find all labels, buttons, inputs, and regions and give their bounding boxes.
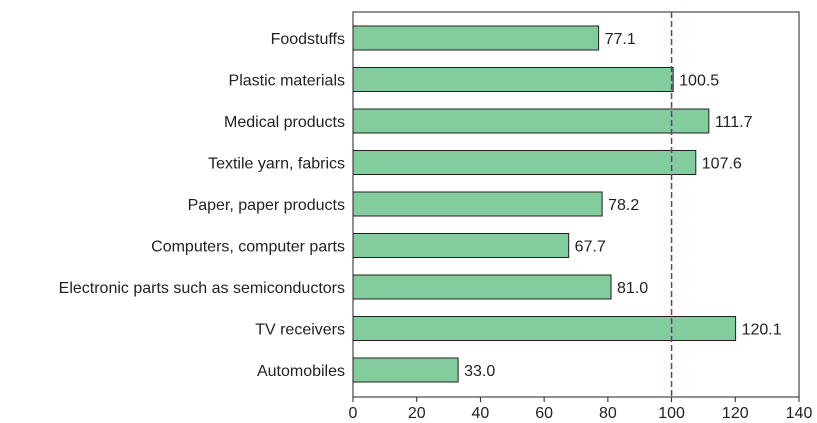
category-label: Computers, computer parts [151, 239, 345, 256]
category-label: Foodstuffs [271, 31, 345, 48]
category-label: TV receivers [255, 322, 345, 339]
category-label: Paper, paper products [188, 197, 345, 214]
x-tick-label: 40 [472, 405, 490, 422]
value-label: 67.7 [575, 239, 606, 256]
category-label: Automobiles [257, 363, 345, 380]
value-label: 33.0 [464, 363, 495, 380]
bar [352, 191, 603, 217]
value-label: 78.2 [608, 197, 639, 214]
bar [352, 316, 737, 341]
value-label: 107.6 [702, 156, 742, 173]
x-tick-label: 60 [535, 405, 553, 422]
value-label: 100.5 [679, 73, 719, 90]
value-label: 111.7 [715, 114, 753, 131]
bar [352, 150, 697, 175]
value-label: 81.0 [617, 280, 648, 297]
bar [352, 67, 674, 92]
bar [352, 25, 600, 51]
x-tick-label: 100 [658, 405, 685, 422]
bar [352, 108, 710, 134]
x-tick-label: 80 [599, 405, 617, 422]
bars-group [352, 25, 737, 383]
category-label: Medical products [224, 114, 345, 131]
bar [352, 357, 459, 383]
value-label: 77.1 [605, 31, 636, 48]
x-tick-label: 0 [349, 405, 358, 422]
bar [352, 274, 612, 300]
x-tick-label: 140 [786, 405, 813, 422]
bar [352, 233, 570, 258]
category-labels-group: Foodstuffs Plastic materials Medical produ… [59, 31, 345, 380]
category-label: Textile yarn, fabrics [208, 156, 345, 173]
value-label: 120.1 [742, 322, 782, 339]
x-tick-label: 120 [722, 405, 749, 422]
category-label: Electronic parts such as semiconductors [59, 280, 345, 297]
x-axis-ticks-group: 0 20 40 60 80 100 120 140 [349, 397, 813, 422]
category-label: Plastic materials [229, 73, 345, 90]
value-labels-group: 77.1 100.5 111.7 107.6 78.2 67.7 81.0 120.1 33.0 [464, 31, 782, 380]
x-tick-label: 20 [408, 405, 426, 422]
